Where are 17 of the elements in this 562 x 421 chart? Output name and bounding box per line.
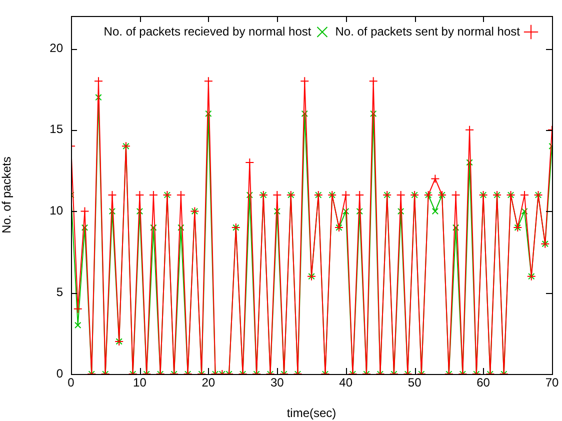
x-tick-label: 60 [476,376,490,390]
x-tick-label: 0 [68,376,75,390]
x-axis-title: time(sec) [286,406,336,420]
x-tick-label: 10 [133,376,147,390]
y-tick-label: 15 [50,122,64,136]
x-tick-label: 40 [339,376,353,390]
y-tick-label: 20 [50,40,64,55]
y-axis-title: No. of packets [0,156,14,234]
y-tick-label: 5 [56,284,64,299]
x-tick-label: 30 [270,376,284,390]
y-tick-label: 10 [50,204,64,218]
legend-label: No. of packets recieved by normal host [104,24,312,38]
x-tick-label: 70 [545,376,559,390]
x-tick-label: 20 [202,376,216,390]
y-tick-label: 0 [56,366,64,380]
legend-label: No. of packets sent by normal host [335,24,521,38]
x-tick-label: 50 [408,376,422,390]
